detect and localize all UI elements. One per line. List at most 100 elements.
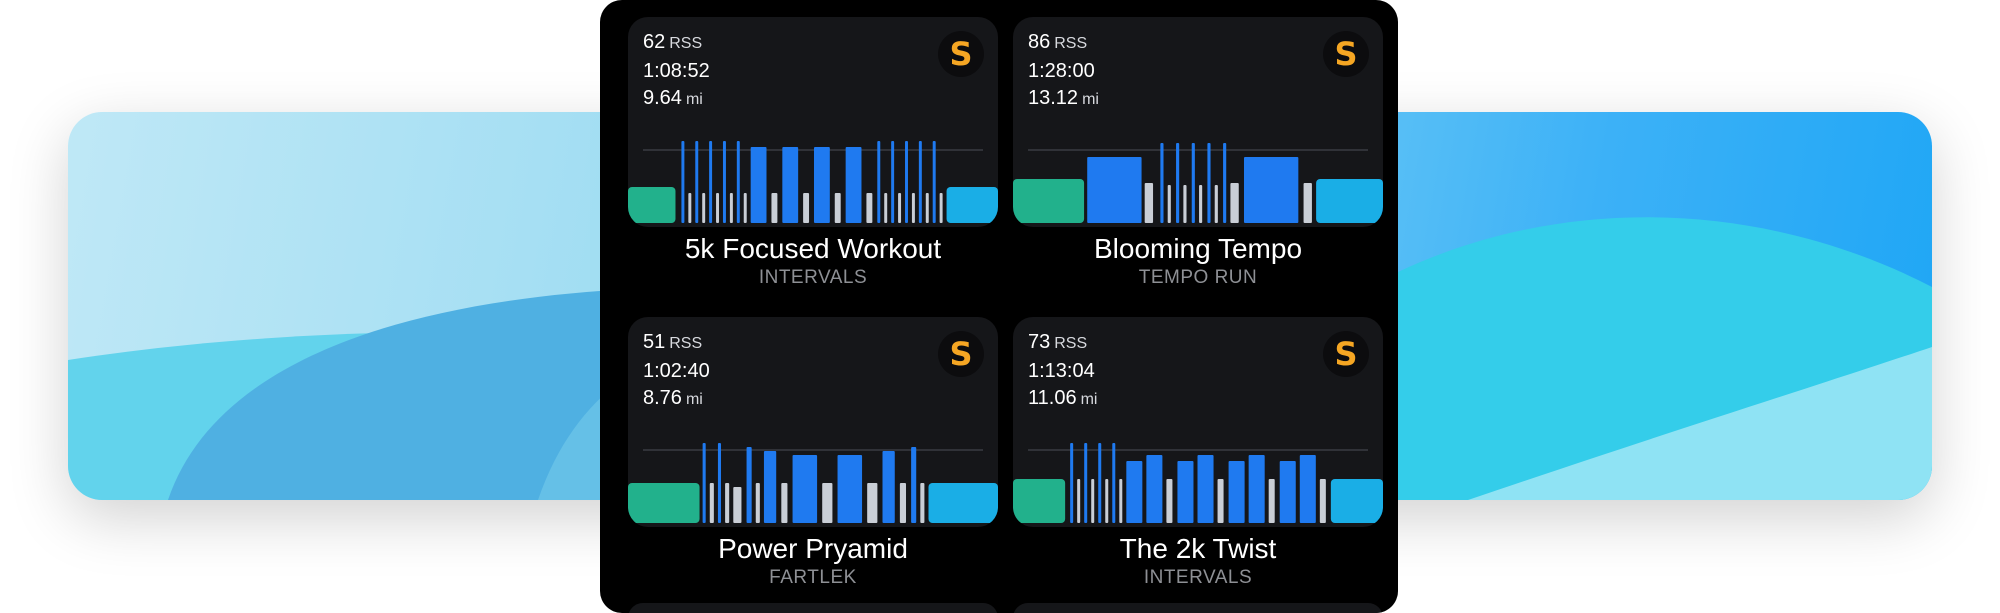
rest-segment — [920, 483, 925, 523]
rest-segment — [781, 483, 788, 523]
next-workout-card-peek[interactable] — [1013, 603, 1383, 613]
workout-duration: 1:28:00 — [1028, 59, 1095, 82]
workout-title[interactable]: Power Pryamid — [718, 533, 908, 564]
workout-type: INTERVALS — [1143, 567, 1253, 588]
workout-stats: 86 RSS 1:28:00 13.12 mi — [1028, 29, 1099, 114]
rest-segment — [702, 193, 706, 223]
rest-segment — [1119, 479, 1123, 523]
workout-type: TEMPO RUN — [1138, 267, 1258, 288]
stryd-s-icon: S — [1323, 331, 1369, 377]
rest-segment — [1077, 479, 1081, 523]
next-workout-card-peek[interactable] — [628, 603, 998, 613]
rest-segment — [1268, 479, 1275, 523]
workout-stats: 73 RSS 1:13:04 11.06 mi — [1028, 329, 1097, 414]
workout-duration: 1:08:52 — [643, 59, 710, 82]
int-segment — [932, 141, 936, 223]
banner-waves — [68, 217, 1932, 500]
int-segment — [1191, 143, 1195, 223]
rest-segment — [1217, 479, 1224, 523]
workout-duration: 1:02:40 — [643, 359, 710, 382]
workout-structure-chart — [628, 443, 998, 523]
rest-segment — [1303, 183, 1312, 223]
int-segment — [695, 141, 699, 223]
workout-title[interactable]: 5k Focused Workout — [684, 233, 942, 264]
rest-segment — [884, 193, 888, 223]
int-segment — [1223, 143, 1227, 223]
workout-card-2[interactable]: 86 RSS 1:28:00 13.12 mi S — [1013, 17, 1383, 227]
int-segment — [891, 141, 895, 223]
workout-type: FARTLEK — [769, 567, 857, 588]
workout-title[interactable]: Blooming Tempo — [1093, 233, 1303, 264]
rest-segment — [771, 193, 778, 223]
cooldown-segment — [1330, 479, 1383, 523]
rest-segment — [725, 483, 730, 523]
int-segment — [1176, 143, 1180, 223]
block-segment — [1197, 455, 1214, 523]
int-segment — [1098, 443, 1102, 523]
block-segment — [1299, 455, 1316, 523]
int-segment — [722, 141, 726, 223]
block-segment — [837, 455, 863, 523]
block-segment — [1146, 455, 1163, 523]
workout-stats: 62 RSS 1:08:52 9.64 mi — [643, 29, 710, 114]
rest-segment — [733, 487, 742, 523]
block-segment — [792, 455, 818, 523]
block-segment — [782, 147, 799, 223]
workout-library-panel[interactable]: 62 RSS 1:08:52 9.64 mi S 5k Focused Workou… — [600, 0, 1398, 613]
rest-segment — [716, 193, 720, 223]
workout-distance: 9.64 mi — [643, 87, 703, 109]
workout-type: INTERVALS — [758, 267, 868, 288]
rest-segment — [688, 193, 692, 223]
block-segment — [746, 447, 752, 523]
rss-score: 62 RSS — [643, 31, 703, 53]
rest-segment — [1199, 185, 1203, 223]
rest-segment — [755, 483, 760, 523]
int-segment — [736, 141, 740, 223]
cooldown-segment — [928, 483, 998, 523]
rest-segment — [925, 193, 929, 223]
rest-segment — [1167, 185, 1171, 223]
rest-segment — [743, 193, 747, 223]
int-segment — [1160, 143, 1164, 223]
int-segment — [918, 141, 922, 223]
rest-segment — [709, 483, 714, 523]
cooldown-segment — [946, 187, 998, 223]
block-segment — [882, 451, 895, 523]
block-segment — [763, 451, 777, 523]
rest-segment — [1091, 479, 1095, 523]
rest-segment — [866, 193, 873, 223]
rest-segment — [939, 193, 943, 223]
rest-segment — [1144, 183, 1154, 223]
block-segment — [1087, 157, 1142, 223]
workout-distance: 13.12 mi — [1028, 87, 1099, 109]
rest-segment — [1166, 479, 1173, 523]
warmup-segment — [1013, 479, 1066, 523]
block-segment — [750, 147, 767, 223]
rest-segment — [899, 483, 907, 523]
rest-segment — [822, 483, 833, 523]
warmup-segment — [628, 187, 676, 223]
int-segment — [905, 141, 908, 223]
block-segment — [1228, 461, 1245, 523]
rest-segment — [834, 193, 841, 223]
int-segment — [1112, 443, 1116, 523]
cooldown-segment — [1316, 179, 1383, 223]
rest-segment — [803, 193, 810, 223]
workout-card-1[interactable]: 62 RSS 1:08:52 9.64 mi S — [628, 17, 998, 227]
workout-title[interactable]: The 2k Twist — [1119, 533, 1277, 564]
int-segment — [681, 141, 685, 223]
int-segment — [1207, 143, 1211, 223]
workout-distance: 11.06 mi — [1028, 387, 1098, 409]
workout-stats: 51 RSS 1:02:40 8.76 mi — [643, 329, 710, 414]
workout-duration: 1:13:04 — [1028, 359, 1095, 382]
int-segment — [1084, 443, 1088, 523]
workout-card-4[interactable]: 73 RSS 1:13:04 11.06 mi S — [1013, 317, 1383, 527]
int-segment — [877, 141, 881, 223]
stryd-s-icon: S — [1323, 31, 1369, 77]
block-segment — [813, 147, 830, 223]
rss-score: 73 RSS — [1028, 331, 1088, 353]
rest-segment — [1319, 479, 1326, 523]
block-segment — [1177, 461, 1194, 523]
rest-segment — [1105, 479, 1109, 523]
workout-card-3[interactable]: 51 RSS 1:02:40 8.76 mi S — [628, 317, 998, 527]
